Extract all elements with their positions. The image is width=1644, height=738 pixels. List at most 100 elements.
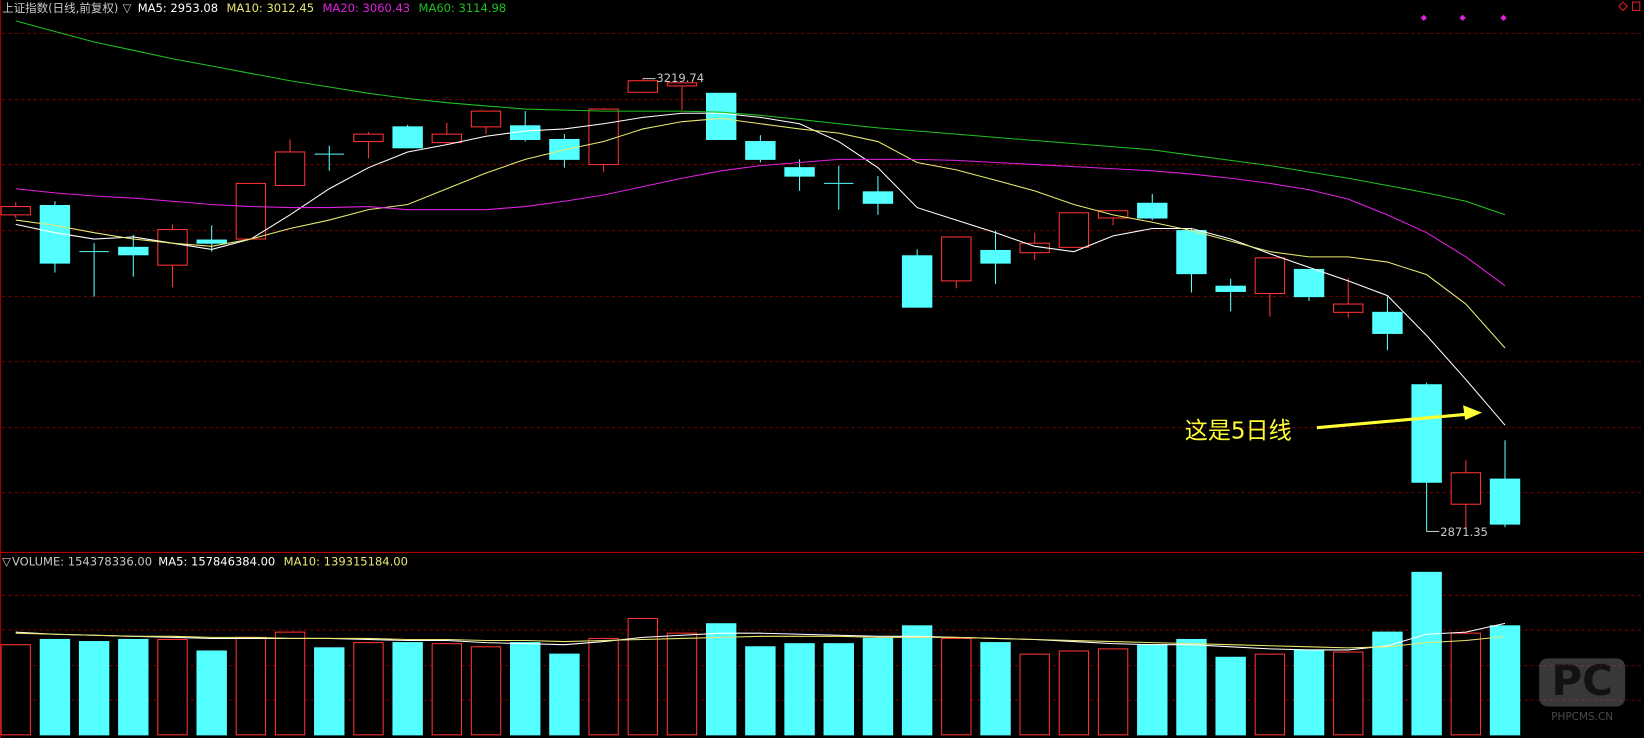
- volume-bar: [1450, 632, 1482, 736]
- collapse-marker[interactable]: ▽: [123, 1, 132, 15]
- volume-header: ▽ VOLUME: 154378336.00: [2, 554, 152, 568]
- volume-bar: [1137, 644, 1168, 736]
- volume-bar: [353, 642, 384, 736]
- candle-body: [1058, 212, 1090, 248]
- candle-body: [627, 80, 658, 93]
- candle-body: [1450, 472, 1482, 505]
- volume-bar: [196, 650, 227, 736]
- volume-bar: [235, 636, 267, 736]
- candle-body: [1489, 478, 1521, 525]
- candle-body: [235, 182, 267, 240]
- candle-body: [118, 246, 149, 256]
- candle-body: [392, 126, 423, 149]
- candle-body: [862, 191, 894, 204]
- ma-line: [15, 632, 1506, 649]
- volume-bar: [1333, 651, 1364, 736]
- volume-bar: [980, 642, 1011, 736]
- ma-legend: MA20: 3060.43: [322, 1, 410, 15]
- candle-body: [274, 151, 306, 187]
- volume-bar: [745, 646, 776, 736]
- marker: [1618, 1, 1628, 12]
- ma-legend: MA5: 157846384.00: [158, 554, 275, 568]
- volume-bar: [549, 653, 580, 736]
- candle-body: [1137, 202, 1168, 219]
- candle-body: [1293, 268, 1325, 298]
- ma-legend: MA5: 2953.08: [138, 1, 218, 15]
- volume-bar: [784, 643, 815, 736]
- candle-body: [1333, 303, 1364, 313]
- candle-body: [980, 249, 1011, 264]
- ma-line: [15, 20, 1506, 216]
- ma-line: [15, 622, 1506, 651]
- candle-body: [784, 167, 815, 177]
- candle-body: [1215, 285, 1246, 292]
- volume-bar: [1489, 625, 1521, 736]
- candle-body: [353, 133, 384, 143]
- volume-bar: [1019, 653, 1050, 736]
- volume-bar: [941, 637, 972, 736]
- volume-bar: [118, 638, 149, 736]
- volume-bar: [392, 642, 423, 736]
- candle-body: [470, 110, 502, 128]
- price-header: 上证指数(日线,前复权) ▽: [2, 1, 132, 15]
- note-arrowhead: [1463, 405, 1482, 420]
- volume-bar: [0, 644, 31, 736]
- volume-bar: [157, 638, 188, 736]
- candle-body: [157, 229, 188, 266]
- volume-bar: [1097, 648, 1129, 736]
- plot-area: 3219.74 2871.35 这是5日线: [0, 20, 1521, 736]
- volume-bar: [510, 642, 541, 736]
- ma-legend: MA10: 3012.45: [226, 1, 314, 15]
- watermark: PC PHPCMS.CN: [1539, 656, 1626, 723]
- marker: [1631, 1, 1641, 12]
- candle-body: [431, 133, 463, 144]
- volume-bar: [862, 637, 894, 736]
- collapse-marker[interactable]: ▽: [2, 554, 11, 568]
- ma-legend: MA10: 139315184.00: [284, 554, 408, 568]
- volume-bar: [1293, 649, 1325, 736]
- annotation-label: 3219.74: [656, 71, 704, 85]
- volume-bar: [470, 646, 502, 736]
- volume-bar: [823, 643, 854, 736]
- candle-body: [666, 82, 698, 87]
- volume-bar: [901, 625, 933, 736]
- volume-bar: [431, 643, 463, 736]
- volume-bar: [1411, 571, 1442, 736]
- note-arrow: [1316, 412, 1474, 430]
- volume-bar: [1254, 653, 1286, 736]
- ma-line: [15, 117, 1506, 349]
- candle-body: [0, 206, 31, 216]
- volume-bar: [666, 632, 698, 736]
- candle-body: [1411, 384, 1442, 483]
- volume-bar: [78, 641, 110, 736]
- volume-bar: [314, 647, 345, 736]
- chart-title: 上证指数(日线,前复权): [2, 1, 118, 15]
- candle-body: [588, 108, 619, 166]
- volume-bar: [274, 631, 306, 736]
- candle-body: [941, 236, 972, 282]
- annotation-label: 2871.35: [1440, 525, 1488, 539]
- volume-bar: [1176, 638, 1207, 736]
- candle-body: [196, 239, 227, 244]
- candle-body: [1176, 230, 1207, 275]
- volume-bar: [588, 637, 619, 736]
- ma-line: [15, 158, 1506, 287]
- volume-bar: [1058, 650, 1090, 736]
- volume-bar: [705, 623, 737, 736]
- candle-body: [901, 255, 933, 308]
- volume-bar: [1215, 656, 1246, 736]
- candle-body: [705, 92, 737, 140]
- ma-line: [15, 112, 1506, 426]
- volume-bar: [1372, 631, 1403, 736]
- volume-bar: [39, 638, 71, 736]
- note: 这是5日线: [1185, 418, 1292, 444]
- grid: [2, 33, 1644, 701]
- volume-bar: [627, 617, 658, 736]
- candle-body: [1254, 257, 1286, 295]
- watermark-logo-box: [1539, 658, 1626, 707]
- volume-title: VOLUME: 154378336.00: [12, 554, 152, 568]
- candle-body: [1372, 311, 1403, 334]
